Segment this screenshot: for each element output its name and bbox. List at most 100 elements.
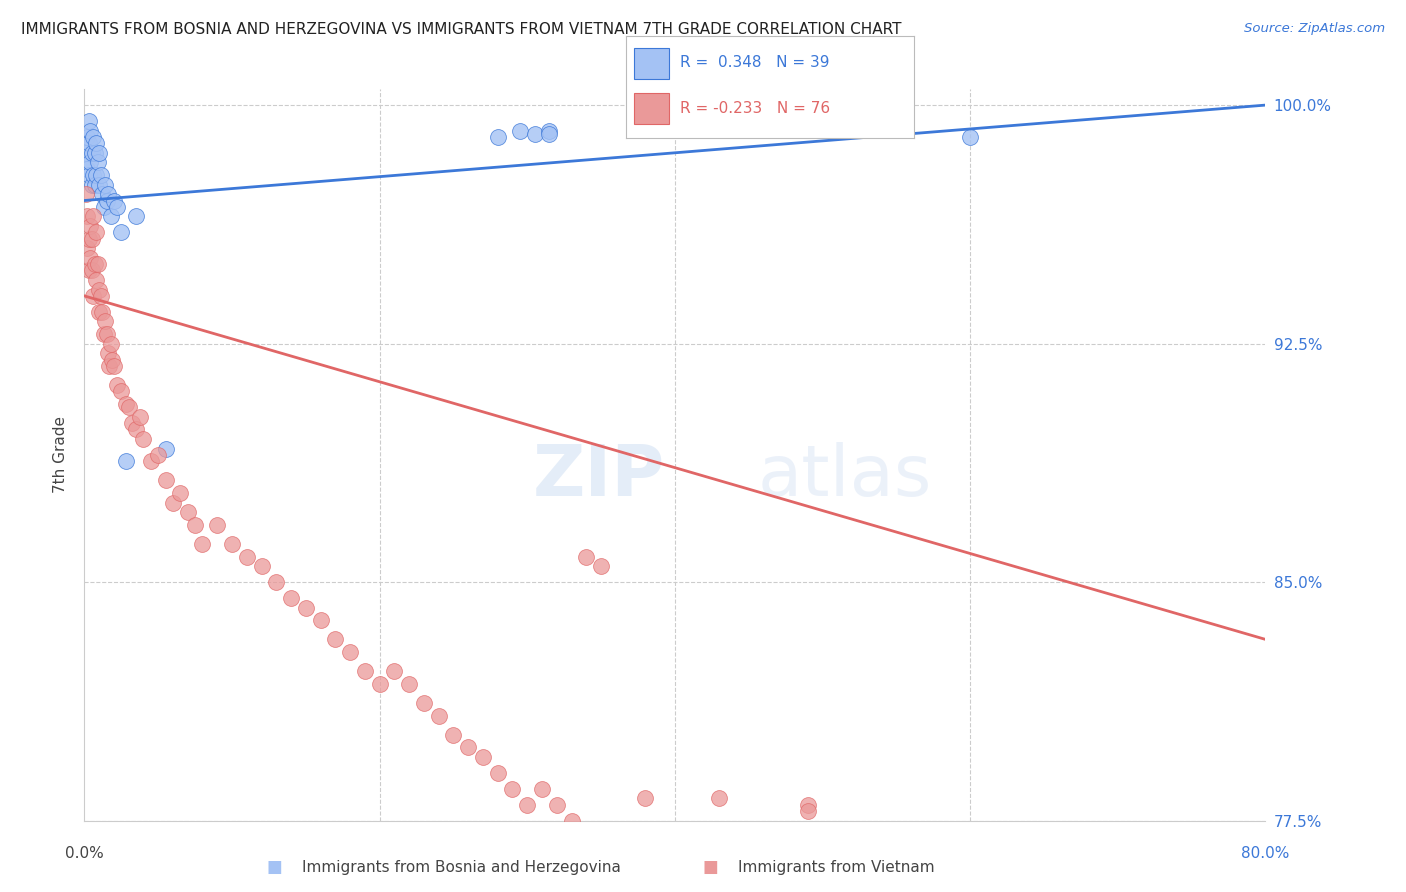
Text: Immigrants from Vietnam: Immigrants from Vietnam — [738, 860, 935, 874]
Point — [103, 194, 125, 208]
Text: R =  0.348   N = 39: R = 0.348 N = 39 — [681, 54, 830, 70]
Point — [94, 178, 117, 192]
Point — [76, 210, 98, 224]
Text: 0.0%: 0.0% — [65, 847, 104, 861]
Point — [125, 422, 148, 436]
Point — [76, 241, 98, 255]
Point — [77, 168, 100, 182]
Point — [76, 129, 98, 144]
Point — [80, 145, 103, 160]
Point — [80, 178, 103, 192]
Point — [75, 187, 97, 202]
Point — [79, 123, 101, 137]
Point — [457, 740, 479, 755]
Point — [486, 766, 509, 780]
Point — [427, 708, 450, 723]
Point — [79, 251, 101, 265]
Text: 80.0%: 80.0% — [1241, 847, 1289, 861]
Point — [264, 575, 288, 590]
Point — [84, 273, 107, 287]
Point — [155, 474, 177, 488]
Point — [83, 145, 105, 160]
Point — [84, 136, 107, 151]
Text: ■: ■ — [702, 858, 718, 876]
Point — [309, 613, 332, 627]
Text: Source: ZipAtlas.com: Source: ZipAtlas.com — [1244, 22, 1385, 36]
Point — [100, 336, 122, 351]
Point — [82, 289, 104, 303]
Point — [634, 791, 657, 805]
Point — [114, 397, 136, 411]
Point — [591, 559, 613, 574]
Point — [79, 155, 101, 169]
Text: atlas: atlas — [758, 442, 932, 511]
Point — [110, 225, 132, 239]
Point — [86, 257, 108, 271]
Point — [486, 129, 509, 144]
Point — [93, 200, 115, 214]
Point — [441, 728, 464, 742]
Point — [101, 352, 124, 367]
Point — [75, 145, 97, 160]
Point — [90, 289, 112, 303]
Point — [959, 129, 981, 144]
Text: ■: ■ — [266, 858, 283, 876]
Point — [546, 797, 568, 812]
Point — [339, 645, 361, 659]
Point — [516, 797, 538, 812]
Text: Immigrants from Bosnia and Herzegovina: Immigrants from Bosnia and Herzegovina — [302, 860, 621, 874]
Point — [82, 168, 104, 182]
Point — [93, 327, 115, 342]
Point — [398, 677, 420, 691]
Point — [221, 537, 243, 551]
Point — [177, 505, 200, 519]
Point — [280, 591, 302, 605]
Text: R = -0.233   N = 76: R = -0.233 N = 76 — [681, 101, 831, 116]
Point — [89, 283, 111, 297]
Point — [97, 346, 120, 360]
Point — [77, 232, 100, 246]
Point — [184, 517, 207, 532]
Point — [82, 129, 104, 144]
Point — [98, 359, 121, 373]
Point — [250, 559, 273, 574]
Text: ZIP: ZIP — [533, 442, 665, 511]
Bar — [634, 93, 669, 124]
Point — [77, 114, 100, 128]
Point — [148, 448, 170, 462]
Point — [132, 432, 155, 446]
Point — [89, 145, 111, 160]
Point — [91, 187, 114, 202]
Point — [100, 210, 122, 224]
Point — [575, 549, 598, 564]
Point — [125, 210, 148, 224]
Point — [91, 305, 114, 319]
Point — [83, 178, 105, 192]
Point — [89, 178, 111, 192]
Point — [83, 257, 105, 271]
Point — [796, 797, 818, 812]
Point — [96, 327, 118, 342]
Point — [90, 168, 112, 182]
Point — [89, 305, 111, 319]
Point — [121, 416, 143, 430]
Point — [96, 194, 118, 208]
Point — [323, 632, 347, 647]
Point — [295, 600, 318, 615]
Point — [129, 409, 152, 424]
Point — [82, 210, 104, 224]
Point — [169, 486, 191, 500]
Point — [103, 359, 125, 373]
Point — [118, 401, 141, 415]
Point — [77, 136, 100, 151]
Point — [501, 781, 523, 796]
Point — [523, 127, 546, 141]
Point — [382, 664, 406, 678]
Point — [110, 384, 132, 399]
Point — [560, 814, 583, 828]
Point — [114, 454, 136, 468]
Point — [472, 750, 495, 764]
Point — [796, 804, 818, 818]
Point — [354, 664, 377, 678]
Point — [76, 161, 98, 176]
